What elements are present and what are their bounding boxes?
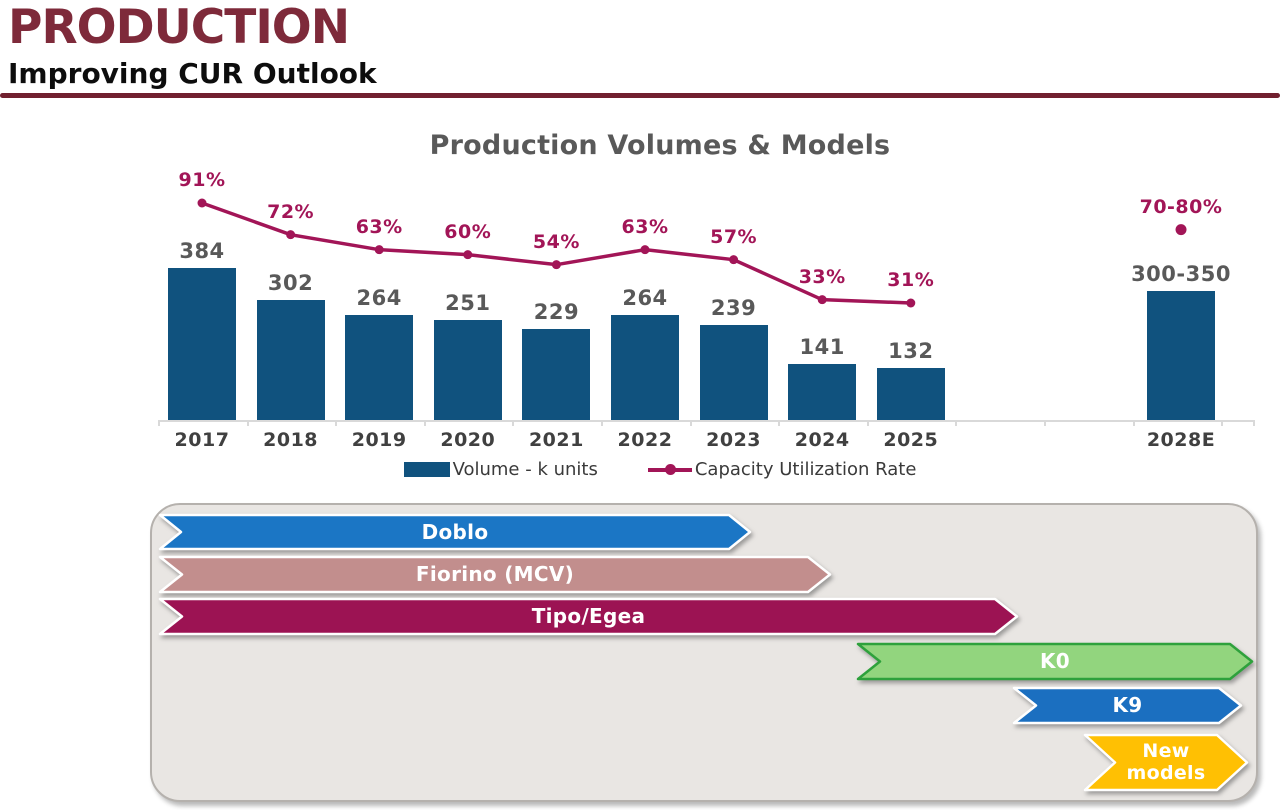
page-subtitle: Improving CUR Outlook — [8, 57, 377, 90]
legend-item-volume: Volume - k units — [403, 459, 598, 480]
x-axis-tick — [601, 420, 603, 426]
x-axis-tick — [246, 420, 249, 426]
model-arrow-label-k0: K0 — [1039, 649, 1070, 673]
chart-plot-area: 384 2017 91% 302 2018 72% 264 2019 63% 251 2020 60%… — [0, 120, 1280, 500]
x-axis-tick — [778, 420, 781, 426]
x-label-2022: 2022 — [617, 429, 673, 451]
x-axis-tick — [1253, 420, 1255, 426]
chevron-shape-icon — [856, 642, 1254, 681]
line-dot-icon — [664, 464, 676, 475]
x-axis-tick — [1132, 420, 1135, 426]
cur-label-2022: 63% — [621, 215, 669, 238]
chevron-shape-icon — [158, 555, 832, 594]
model-arrow-new-models: New models — [1079, 729, 1253, 796]
cur-label-2025: 31% — [887, 269, 935, 291]
cur-point-2021 — [551, 260, 561, 270]
bar-2018 — [256, 300, 325, 420]
bar-2017 — [168, 267, 236, 420]
chart-title: Production Volumes & Models — [429, 130, 891, 161]
x-axis-tick — [512, 420, 515, 426]
model-arrow-label-tipo-egea: Tipo/Egea — [531, 604, 646, 628]
model-arrow-k0: K0 — [852, 638, 1258, 685]
chevron-shape-icon — [1083, 733, 1249, 792]
bar-value-2022: 264 — [622, 286, 668, 311]
header-divider — [0, 93, 1280, 98]
bar-2023 — [699, 325, 768, 420]
bar-value-2028E: 300-350 — [1131, 262, 1231, 287]
cur-point-2024 — [817, 295, 827, 305]
bar-2021 — [522, 329, 591, 420]
model-arrow-doblo: Doblo — [154, 509, 756, 555]
model-arrow-label-new-models: New models — [1126, 739, 1206, 784]
bar-2024 — [788, 364, 857, 420]
legend-item-cur: Capacity Utilization Rate — [647, 459, 917, 480]
model-arrow-k9: K9 — [1008, 682, 1247, 729]
bar-2019 — [345, 315, 414, 420]
x-label-2021: 2021 — [528, 429, 584, 451]
cur-point-2017 — [197, 198, 207, 208]
x-label-2028E: 2028E — [1146, 429, 1216, 451]
bar-2022 — [611, 315, 679, 420]
bar-swatch-icon — [403, 462, 450, 477]
x-axis-tick — [1044, 420, 1046, 426]
page-title: PRODUCTION — [8, 0, 350, 55]
x-label-2025: 2025 — [883, 429, 939, 451]
bar-2020 — [433, 320, 502, 420]
x-label-2020: 2020 — [440, 429, 496, 451]
x-axis-tick — [1221, 420, 1224, 426]
bar-value-2020: 251 — [445, 291, 491, 316]
x-axis-tick — [423, 420, 426, 426]
model-arrow-label-fiorino-mcv: Fiorino (MCV) — [415, 562, 575, 586]
bar-value-2019: 264 — [356, 286, 402, 311]
bar-value-2021: 229 — [533, 300, 580, 325]
x-axis — [158, 420, 1255, 422]
cur-point-2018 — [286, 230, 296, 240]
cur-point-2019 — [374, 245, 384, 255]
cur-point-2023 — [729, 255, 739, 265]
cur-point-2022 — [640, 245, 650, 255]
model-arrow-fiorino-mcv: Fiorino (MCV) — [154, 551, 836, 598]
cur-line-layer — [197, 198, 1187, 308]
line-swatch-icon — [647, 464, 692, 475]
cur-label-2017: 91% — [178, 169, 226, 191]
cur-point-2020 — [463, 250, 473, 260]
legend-label-cur: Capacity Utilization Rate — [694, 459, 917, 480]
x-label-2019: 2019 — [351, 429, 407, 451]
cur-label-2023: 57% — [710, 225, 758, 248]
cur-label-2028E: 70-80% — [1139, 195, 1223, 218]
x-axis-tick — [955, 420, 958, 426]
cur-label-2020: 60% — [444, 220, 492, 243]
cur-line — [201, 201, 911, 305]
bar-value-2017: 384 — [179, 238, 225, 263]
x-label-2018: 2018 — [263, 429, 319, 451]
x-label-2023: 2023 — [706, 429, 762, 451]
cur-point-2025 — [906, 298, 916, 308]
x-axis-tick — [689, 420, 692, 426]
cur-label-2021: 54% — [532, 230, 580, 253]
chevron-shape-icon — [1012, 686, 1243, 725]
bar-2028E — [1147, 291, 1216, 420]
model-arrow-label-doblo: Doblo — [421, 519, 489, 544]
cur-label-2018: 72% — [267, 200, 315, 223]
cur-point-2028E — [1175, 224, 1187, 236]
x-axis-tick — [335, 420, 338, 426]
x-axis-tick — [158, 420, 160, 426]
model-arrow-tipo-egea: Tipo/Egea — [154, 593, 1023, 640]
cur-label-2019: 63% — [355, 215, 403, 238]
cur-label-2024: 33% — [798, 265, 846, 288]
chevron-shape-icon — [158, 513, 752, 551]
chevron-shape-icon — [158, 597, 1019, 636]
model-arrow-label-k9: K9 — [1112, 693, 1143, 717]
x-label-2024: 2024 — [794, 429, 850, 451]
x-axis-tick — [866, 420, 869, 426]
legend-label-volume: Volume - k units — [452, 459, 598, 480]
bar-value-2024: 141 — [799, 335, 845, 360]
bar-2025 — [876, 367, 945, 420]
x-label-2017: 2017 — [174, 429, 230, 451]
bar-value-2023: 239 — [710, 296, 757, 321]
chart-legend: Volume - k units Capacity Utilization Ra… — [160, 459, 1160, 480]
bar-value-2025: 132 — [888, 338, 934, 363]
bar-value-2018: 302 — [267, 271, 314, 296]
